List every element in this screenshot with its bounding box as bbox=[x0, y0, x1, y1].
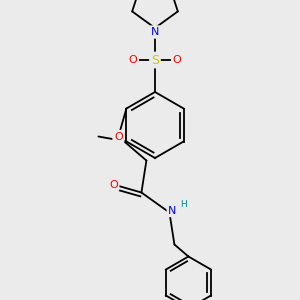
Text: O: O bbox=[114, 131, 123, 142]
Text: H: H bbox=[180, 200, 187, 209]
Text: S: S bbox=[151, 53, 159, 67]
Text: N: N bbox=[168, 206, 177, 215]
Text: O: O bbox=[129, 55, 137, 65]
Text: O: O bbox=[109, 179, 118, 190]
Text: O: O bbox=[172, 55, 182, 65]
Text: N: N bbox=[151, 27, 159, 37]
